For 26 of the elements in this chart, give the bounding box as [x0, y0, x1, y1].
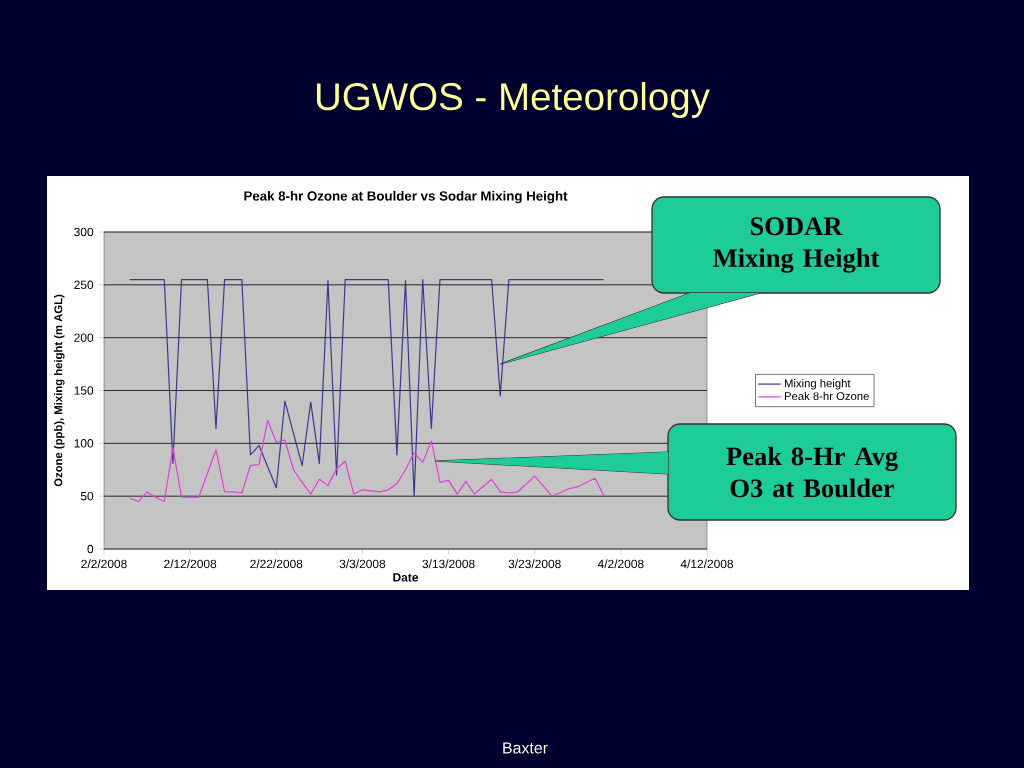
x-tick-label: 2/2/2008 — [81, 559, 127, 569]
x-tick-label: 3/23/2008 — [508, 559, 561, 569]
legend-label: Peak 8-hr Ozone — [784, 391, 869, 401]
line-series — [129, 419, 605, 503]
x-tick-label: 4/2/2008 — [597, 559, 644, 569]
y-tick-label: 200 — [74, 333, 94, 342]
x-axis-title: Date — [393, 573, 419, 582]
legend-label: Mixing height — [784, 379, 851, 390]
y-tick-label: 0 — [87, 544, 94, 554]
y-tick-label: 300 — [74, 227, 94, 237]
x-tick-label: 2/22/2008 — [250, 559, 303, 569]
chart-title: UGWOS - Meteorology — [316, 82, 710, 118]
y-axis-title: Ozone (ppb), Mixing height (m AGL) — [53, 294, 65, 487]
line-series — [129, 278, 605, 497]
y-tick-label: 50 — [80, 491, 94, 501]
text: Peak 8-Hr Avg O3 at Boulder — [726, 446, 898, 498]
x-tick-label: 4/12/2008 — [680, 559, 734, 569]
y-tick-label: 250 — [74, 280, 94, 290]
chart-subtitle: Peak 8-hr Ozone at Boulder vs Sodar Mixing Height — [244, 190, 568, 204]
annotation: SODAR Mixing Height — [713, 217, 880, 273]
x-tick-label: 3/3/2008 — [339, 559, 386, 569]
x-tick-label: 3/13/2008 — [422, 559, 475, 569]
x-tick-label: 2/12/2008 — [164, 559, 217, 569]
y-tick-label: 100 — [74, 439, 94, 448]
text: Baxter — [503, 742, 548, 754]
y-tick-label: 150 — [74, 386, 94, 395]
